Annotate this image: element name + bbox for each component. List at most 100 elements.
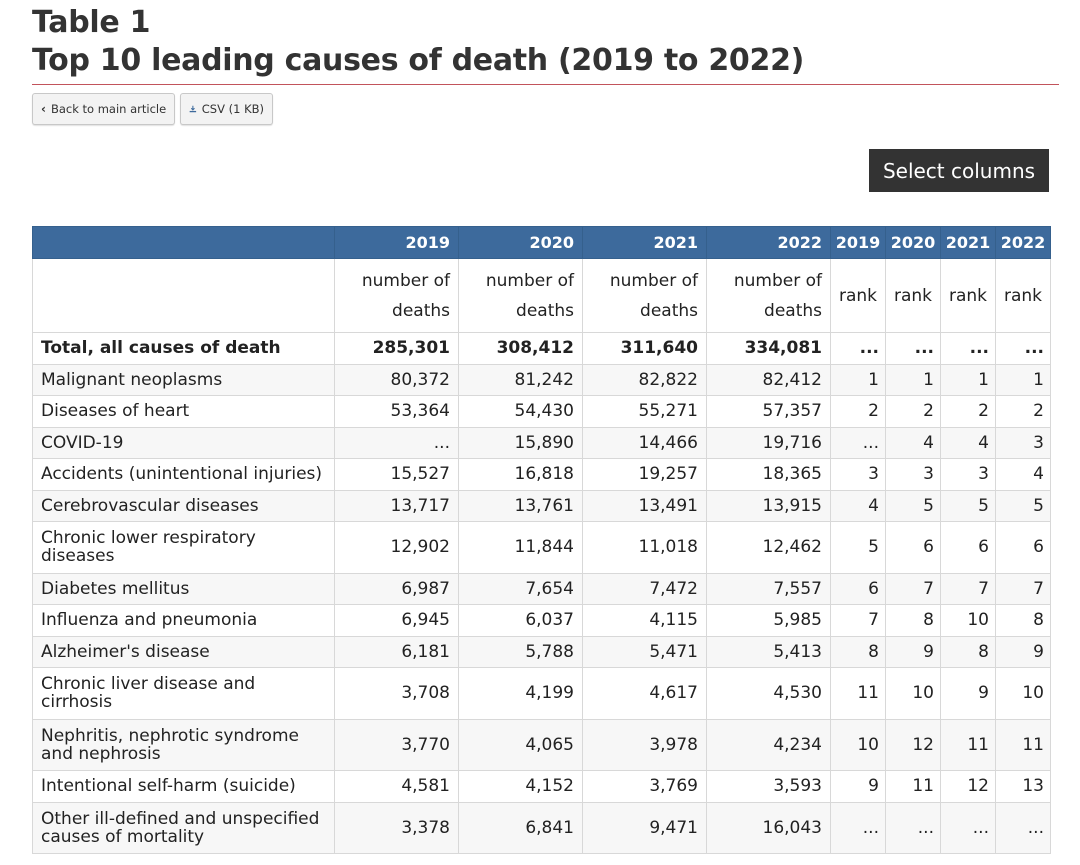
rank-2020-cell: ... [885, 332, 941, 365]
rank-2022-cell: 1 [995, 363, 1051, 396]
deaths-2022-cell: 13,915 [706, 489, 831, 522]
rank-2019-cell: 3 [830, 458, 886, 491]
unit-header-deaths: number of deaths [706, 258, 831, 333]
rank-2020-cell: ... [885, 801, 941, 854]
rank-2021-cell: 2 [940, 395, 996, 428]
deaths-2021-cell: 3,769 [582, 770, 707, 803]
rank-2022-cell: 8 [995, 604, 1051, 637]
rank-2020-cell: 4 [885, 426, 941, 459]
unit-header-rank: rank [830, 258, 886, 333]
row-label: Total, all causes of death [32, 332, 335, 365]
unit-header-deaths: number of deaths [582, 258, 707, 333]
deaths-2022-cell: 82,412 [706, 363, 831, 396]
deaths-2020-cell: 6,037 [458, 604, 583, 637]
rank-2022-cell: 10 [995, 667, 1051, 720]
col-header-rank-2021: 2021 [940, 226, 996, 259]
rank-2019-cell: ... [830, 801, 886, 854]
select-columns-button[interactable]: Select columns [869, 149, 1049, 192]
deaths-2019-cell: 6,181 [334, 635, 459, 668]
col-header-rank-2019: 2019 [830, 226, 886, 259]
row-label: Influenza and pneumonia [32, 604, 335, 637]
unit-header-row: number of deaths number of deaths number o… [32, 258, 1051, 333]
year-header-row: 2019 2020 2021 2022 2019 2020 2021 2022 [32, 226, 1051, 259]
rank-2021-cell: 5 [940, 489, 996, 522]
rank-2021-cell: 12 [940, 770, 996, 803]
unit-header-deaths: number of deaths [458, 258, 583, 333]
deaths-2022-cell: 4,234 [706, 718, 831, 771]
row-label: Cerebrovascular diseases [32, 489, 335, 522]
rank-2019-cell: 9 [830, 770, 886, 803]
deaths-2020-cell: 308,412 [458, 332, 583, 365]
col-header-deaths-2022: 2022 [706, 226, 831, 259]
page-title: Table 1 Top 10 leading causes of death (… [32, 4, 804, 80]
rank-2019-cell: 1 [830, 363, 886, 396]
row-label: Alzheimer's disease [32, 635, 335, 668]
deaths-2019-cell: 15,527 [334, 458, 459, 491]
deaths-2022-cell: 12,462 [706, 521, 831, 574]
deaths-2019-cell: 3,708 [334, 667, 459, 720]
row-label: Chronic liver disease and cirrhosis [32, 667, 335, 720]
deaths-2020-cell: 4,152 [458, 770, 583, 803]
rank-2021-cell: 1 [940, 363, 996, 396]
unit-header-rank: rank [885, 258, 941, 333]
row-label: Other ill-defined and unspecified causes… [32, 801, 335, 854]
row-label: Chronic lower respiratory diseases [32, 521, 335, 574]
deaths-2021-cell: 19,257 [582, 458, 707, 491]
table-row: Diseases of heart 53,364 54,430 55,271 5… [32, 395, 1051, 428]
deaths-2022-cell: 16,043 [706, 801, 831, 854]
table-row: Influenza and pneumonia 6,945 6,037 4,11… [32, 604, 1051, 637]
rank-2019-cell: 7 [830, 604, 886, 637]
deaths-2022-cell: 18,365 [706, 458, 831, 491]
table-row: Other ill-defined and unspecified causes… [32, 801, 1051, 854]
rank-2019-cell: ... [830, 332, 886, 365]
rank-2022-cell: 5 [995, 489, 1051, 522]
deaths-2021-cell: 55,271 [582, 395, 707, 428]
deaths-2019-cell: 13,717 [334, 489, 459, 522]
col-header-rank-2022: 2022 [995, 226, 1051, 259]
deaths-2020-cell: 4,199 [458, 667, 583, 720]
table-row: Malignant neoplasms 80,372 81,242 82,822… [32, 363, 1051, 396]
table-row-total: Total, all causes of death 285,301 308,4… [32, 332, 1051, 365]
table-row: Chronic lower respiratory diseases 12,90… [32, 521, 1051, 574]
rank-2019-cell: 11 [830, 667, 886, 720]
title-caption: Top 10 leading causes of death (2019 to … [32, 43, 805, 78]
back-to-article-button[interactable]: ‹ Back to main article [32, 93, 175, 125]
deaths-2021-cell: 9,471 [582, 801, 707, 854]
deaths-2019-cell: 3,378 [334, 801, 459, 854]
deaths-2019-cell: 3,770 [334, 718, 459, 771]
deaths-2022-cell: 334,081 [706, 332, 831, 365]
table-row: Alzheimer's disease 6,181 5,788 5,471 5,… [32, 635, 1051, 668]
rank-2020-cell: 3 [885, 458, 941, 491]
rank-2020-cell: 8 [885, 604, 941, 637]
deaths-2019-cell: 6,945 [334, 604, 459, 637]
csv-download-button[interactable]: CSV (1 KB) [180, 93, 273, 125]
deaths-2022-cell: 5,413 [706, 635, 831, 668]
row-label: Diabetes mellitus [32, 572, 335, 605]
deaths-2020-cell: 16,818 [458, 458, 583, 491]
deaths-2022-cell: 7,557 [706, 572, 831, 605]
deaths-2022-cell: 4,530 [706, 667, 831, 720]
deaths-2020-cell: 13,761 [458, 489, 583, 522]
rank-2022-cell: ... [995, 332, 1051, 365]
rank-2020-cell: 7 [885, 572, 941, 605]
deaths-2020-cell: 6,841 [458, 801, 583, 854]
table-row: Chronic liver disease and cirrhosis 3,70… [32, 667, 1051, 720]
row-label: Nephritis, nephrotic syndrome and nephro… [32, 718, 335, 771]
rank-2020-cell: 1 [885, 363, 941, 396]
rank-2022-cell: 9 [995, 635, 1051, 668]
rank-2021-cell: 7 [940, 572, 996, 605]
table-body: Total, all causes of death 285,301 308,4… [32, 332, 1051, 854]
rank-2022-cell: 6 [995, 521, 1051, 574]
deaths-2021-cell: 5,471 [582, 635, 707, 668]
col-header-deaths-2021: 2021 [582, 226, 707, 259]
row-label: Diseases of heart [32, 395, 335, 428]
deaths-2020-cell: 7,654 [458, 572, 583, 605]
rank-2019-cell: 2 [830, 395, 886, 428]
deaths-2020-cell: 11,844 [458, 521, 583, 574]
rank-2021-cell: 9 [940, 667, 996, 720]
deaths-2022-cell: 57,357 [706, 395, 831, 428]
row-label: COVID-19 [32, 426, 335, 459]
col-header-deaths-2019: 2019 [334, 226, 459, 259]
rank-2019-cell: 4 [830, 489, 886, 522]
rank-2020-cell: 2 [885, 395, 941, 428]
